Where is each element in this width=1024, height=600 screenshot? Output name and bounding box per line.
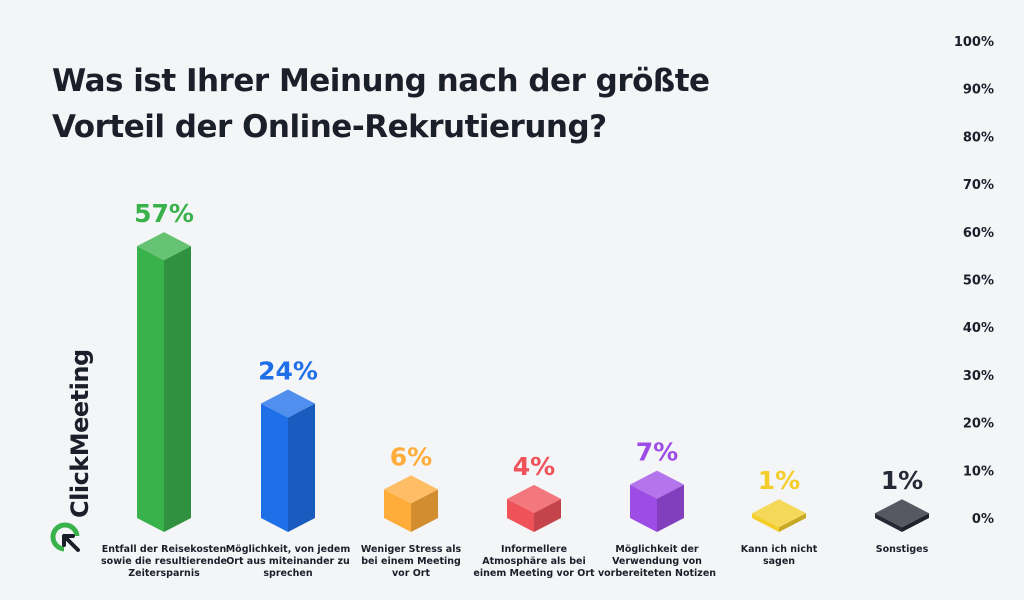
bar — [137, 232, 191, 533]
data-label: 1% — [881, 466, 923, 495]
y-tick-label: 30% — [963, 369, 994, 384]
y-tick-label: 80% — [963, 130, 994, 145]
bar-left-face — [261, 403, 288, 532]
bar-left-face — [507, 498, 534, 532]
bar-right-face — [534, 498, 561, 532]
y-tick-label: 90% — [963, 83, 994, 98]
chart-title-line-1: Was ist Ihrer Meinung nach der größte — [52, 63, 710, 99]
data-label: 24% — [258, 357, 318, 386]
category-label: Kann ich nicht sagen — [741, 544, 818, 567]
data-label: 1% — [758, 466, 800, 495]
category-label: Möglichkeit, von jedem Ort aus miteinande… — [226, 544, 351, 579]
bar — [261, 389, 315, 532]
bar-left-face — [752, 513, 779, 532]
y-tick-label: 100% — [954, 35, 994, 50]
y-tick-label: 60% — [963, 226, 994, 241]
bar — [507, 484, 561, 532]
y-tick-label: 20% — [963, 417, 994, 432]
bar-right-face — [902, 513, 929, 532]
bar-left-face — [137, 246, 164, 533]
bar-right-face — [164, 246, 191, 533]
bar-top-face — [630, 470, 684, 499]
y-tick-label: 50% — [963, 274, 994, 289]
bar-right-face — [288, 403, 315, 532]
bar — [630, 470, 684, 532]
data-label: 7% — [636, 438, 678, 467]
category-label: Weniger Stress als bei einem Meeting vor O… — [361, 544, 462, 579]
chart-title-line-2: Vorteil der Online-Rekrutierung? — [52, 109, 607, 145]
category-label: Informellere Atmosphäre als bei einem Meet… — [473, 544, 595, 579]
bar-left-face — [875, 513, 902, 532]
bar-right-face — [779, 513, 806, 532]
bar-top-face — [384, 475, 438, 504]
category-label: Sonstiges — [876, 544, 929, 555]
bar-top-face — [261, 389, 315, 418]
bar-right-face — [411, 489, 438, 532]
category-label: Entfall der Reisekosten sowie die resulti… — [101, 544, 227, 579]
bar — [875, 499, 929, 532]
bar-top-face — [875, 499, 929, 528]
bar — [752, 499, 806, 532]
data-label: 6% — [390, 442, 432, 471]
bar-top-face — [507, 484, 561, 513]
category-label: Möglichkeit der Verwendung von vorbereitet… — [598, 544, 716, 579]
bar-top-face — [752, 499, 806, 528]
y-tick-label: 70% — [963, 178, 994, 193]
bar-left-face — [630, 484, 657, 532]
bar-left-face — [384, 489, 411, 532]
chart-title: Was ist Ihrer Meinung nach der größte Vo… — [52, 58, 772, 150]
brand-name: ClickMeeting — [66, 349, 94, 518]
y-tick-label: 40% — [963, 321, 994, 336]
bar-top-face — [137, 232, 191, 261]
y-tick-label: 0% — [972, 512, 994, 527]
clickmeeting-logo-icon — [50, 522, 82, 554]
y-tick-label: 10% — [963, 464, 994, 479]
bar — [384, 475, 438, 532]
bar-right-face — [657, 484, 684, 532]
data-label: 4% — [513, 452, 555, 481]
data-label: 57% — [134, 199, 194, 228]
